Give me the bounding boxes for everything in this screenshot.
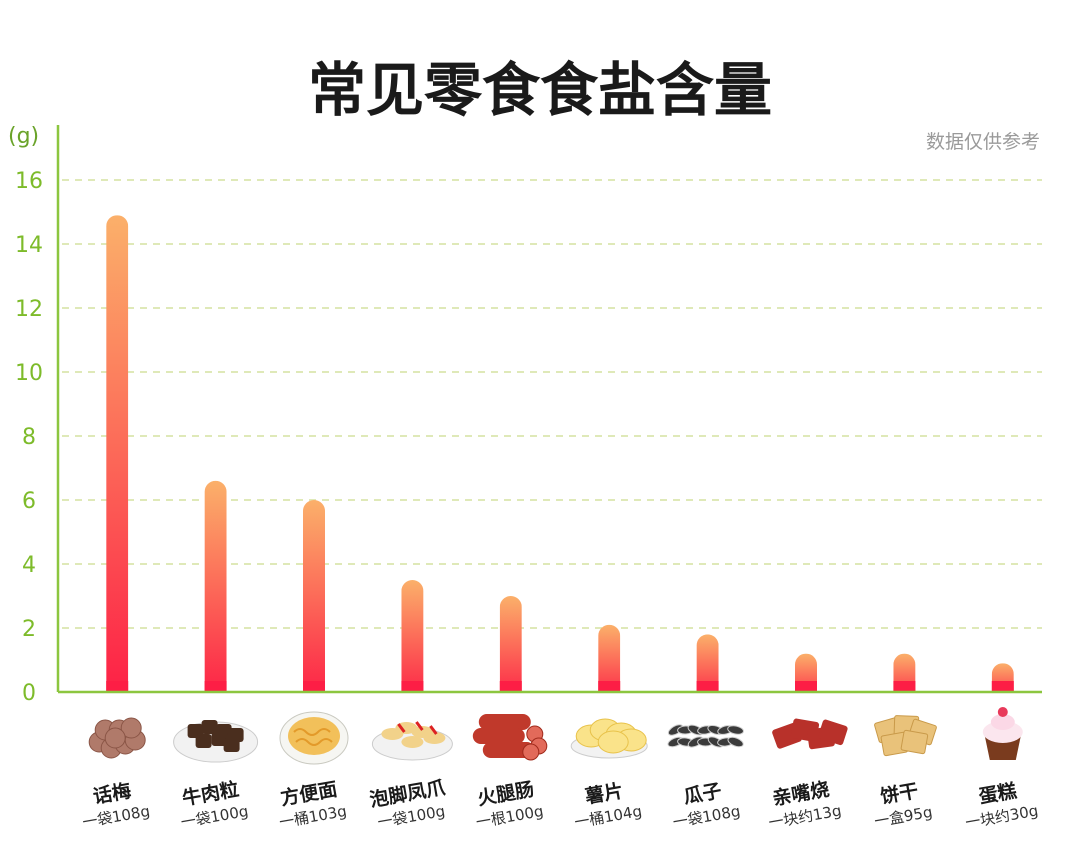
cupcake-icon: [982, 707, 1023, 760]
category-name: 话梅: [91, 779, 132, 808]
bar-2: [303, 500, 325, 703]
bar-base-5: [598, 681, 621, 692]
y-tick-label: 16: [15, 169, 43, 194]
bar-base-1: [204, 681, 227, 692]
data-disclaimer-note: 数据仅供参考: [926, 131, 1040, 153]
bar-4: [500, 596, 522, 703]
y-tick-label: 0: [22, 681, 36, 706]
y-tick-label: 10: [15, 361, 43, 386]
serving-size-label: 一块约30g: [964, 801, 1040, 832]
ham-sausage-icon: [472, 714, 548, 761]
bar-series: [106, 215, 1014, 703]
dried-plum-icon: [88, 717, 146, 759]
y-tick-label: 12: [15, 297, 43, 322]
bar-7: [795, 654, 817, 703]
chicken-feet-icon: [371, 721, 453, 761]
serving-size-label: 一桶104g: [573, 802, 643, 832]
bar-0: [106, 215, 128, 703]
bar-base-3: [401, 681, 424, 692]
category-name: 饼干: [879, 779, 920, 808]
y-axis-ticks: 0 2 4 6 8 10 12 14 16: [15, 169, 43, 706]
bar-1: [205, 481, 227, 703]
bar-base-0: [106, 681, 129, 692]
category-name: 瓜子: [682, 780, 723, 808]
bar-base-2: [303, 681, 325, 692]
category-name: 薯片: [582, 779, 624, 808]
bar-8: [893, 654, 915, 703]
serving-size-label: 一袋108g: [81, 802, 151, 832]
spicy-strip-icon: [772, 718, 848, 750]
potato-chips-icon: [570, 718, 648, 759]
y-tick-label: 4: [22, 553, 36, 578]
bar-3: [401, 580, 423, 703]
beef-jerky-icon: [173, 720, 259, 763]
instant-noodles-icon: [279, 711, 349, 765]
serving-size-label: 一袋108g: [671, 802, 741, 832]
bar-base-6: [696, 681, 719, 692]
y-tick-label: 14: [15, 233, 43, 258]
y-tick-label: 6: [22, 489, 36, 514]
bar-base-8: [893, 681, 916, 692]
y-tick-label: 8: [22, 425, 36, 450]
bar-base-9: [991, 681, 1014, 692]
category-labels: 话梅一袋108g牛肉粒一袋100g方便面一桶103g泡脚凤爪一袋100g火腿肠一…: [81, 776, 1040, 832]
bar-base-4: [499, 681, 522, 692]
chart-title: 常见零食食盐含量: [308, 56, 772, 124]
food-icons: [88, 707, 1023, 765]
bar-base-7: [795, 681, 817, 692]
category-name: 蛋糕: [977, 779, 1018, 808]
y-tick-label: 2: [22, 617, 36, 642]
sunflower-seeds-icon: [667, 724, 744, 748]
y-axis-unit-label: (g): [8, 124, 39, 149]
biscuit-icon: [874, 715, 937, 757]
